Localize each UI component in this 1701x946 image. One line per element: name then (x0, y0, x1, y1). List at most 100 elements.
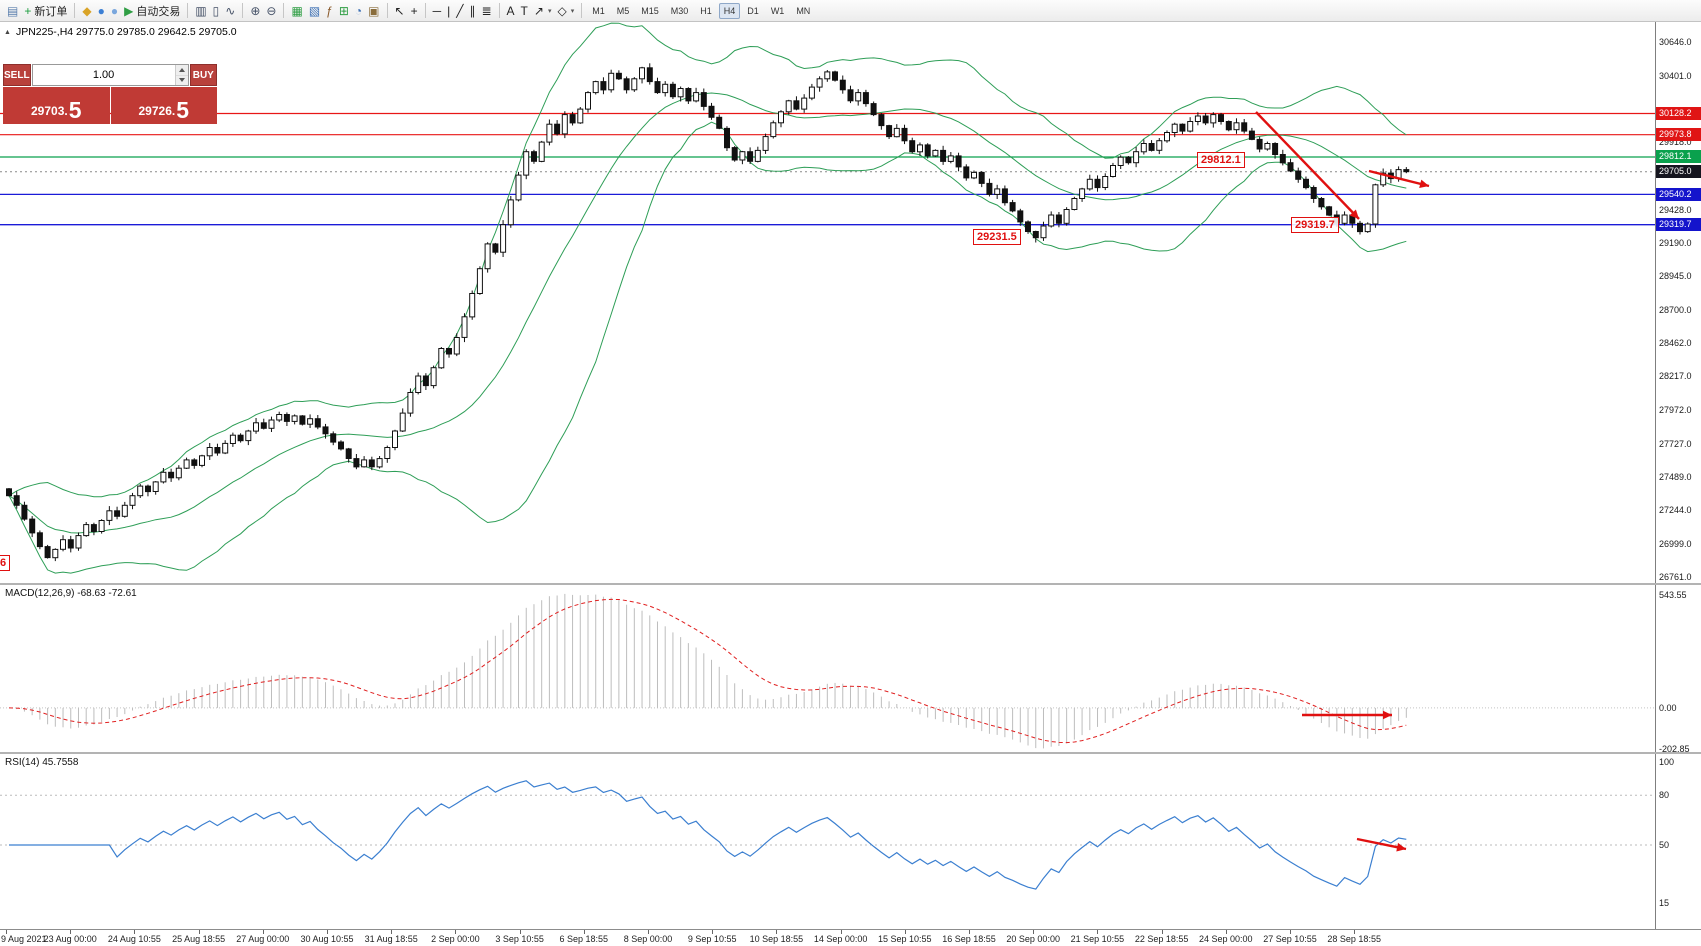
price-axis-label: 28945.0 (1659, 271, 1692, 282)
new-order-button[interactable]: + 新订单 (21, 1, 70, 20)
buy-button[interactable]: BUY (189, 64, 217, 86)
time-axis-label: 27 Sep 10:55 (1263, 934, 1317, 944)
autotrade-button[interactable]: ▶ 自动交易 (121, 1, 183, 20)
price-axis-label: 28700.0 (1659, 304, 1692, 315)
time-axis-tick (584, 930, 585, 934)
time-axis-tick (1033, 930, 1034, 934)
time-axis[interactable]: 9 Aug 2021 23 Aug 00:00 24 Aug 10:55 25 Aug… (0, 929, 1701, 946)
dropdown-arrow-icon: ▾ (570, 7, 575, 15)
annotation-price-label: 29812.1 (1197, 152, 1245, 168)
volume-up-button[interactable] (175, 65, 188, 76)
oct-toggle-icon[interactable]: ▲ (4, 28, 11, 36)
arrange-windows-icon-glyph: ▧ (308, 3, 321, 18)
rsi-panel[interactable]: RSI(14) 45.7558 100 80 50 15 (0, 752, 1701, 929)
volume-down-button[interactable] (175, 75, 188, 85)
price-axis-label: 27489.0 (1659, 471, 1692, 482)
rsi-axis[interactable] (1655, 754, 1701, 929)
chart-window-icon[interactable]: ▤ (4, 1, 21, 20)
market-icon[interactable]: ● (108, 1, 121, 20)
sell-button[interactable]: SELL (3, 64, 31, 86)
cursor-icon[interactable]: ↖ (392, 1, 408, 20)
timeframe-button-m5[interactable]: M5 (616, 5, 630, 16)
text-icon[interactable]: A (504, 1, 518, 20)
trendline-icon[interactable]: ╱ (453, 1, 466, 20)
shapes-icon-glyph: ◇ (557, 3, 567, 18)
time-axis-label: 24 Sep 00:00 (1199, 934, 1253, 944)
bars-chart-icon[interactable]: ▥ (192, 1, 209, 20)
zoom-out-icon[interactable]: ⊖ (263, 1, 279, 20)
timeframe-button-mn[interactable]: MN (796, 5, 811, 16)
macd-axis-label: 543.55 (1659, 590, 1687, 600)
text-label-icon[interactable]: T (518, 1, 531, 20)
time-axis-label: 2 Sep 00:00 (431, 934, 480, 944)
volume-spinner (174, 65, 188, 85)
price-chart-panel[interactable]: ▲ JPN225-,H4 29775.0 29785.0 29642.5 297… (0, 22, 1701, 583)
channel-icon[interactable]: ∥ (466, 1, 478, 20)
sell-price[interactable]: 29703. 5 (3, 87, 110, 124)
timeframe-button-h4[interactable]: H4 (718, 2, 741, 19)
candlestick-chart-icon[interactable]: ▯ (210, 1, 223, 20)
new-chart-icon[interactable]: ⊞ (336, 1, 352, 20)
timeframe-button-m15[interactable]: M15 (641, 5, 659, 16)
time-axis-label: 6 Sep 18:55 (559, 934, 609, 944)
time-axis-tick (841, 930, 842, 934)
rsi-plot[interactable] (0, 754, 1655, 929)
autotrade-glyph: ▶ (124, 3, 134, 18)
metaquotes-icon[interactable]: ◆ (79, 1, 94, 20)
toolbar-separator (386, 3, 388, 18)
time-axis-tick (776, 930, 777, 934)
time-axis-label: 27 Aug 00:00 (236, 934, 290, 944)
rsi-axis-label: 80 (1659, 790, 1670, 801)
timeframe-button-m1[interactable]: M1 (592, 5, 605, 16)
community-icon[interactable]: ● (95, 1, 108, 20)
arrange-windows-icon[interactable]: ▧ (306, 1, 323, 20)
timeframe-button-h1[interactable]: H1 (700, 5, 712, 16)
zoom-in-icon-glyph: ⊕ (250, 3, 261, 18)
fibonacci-icon[interactable]: ≣ (478, 1, 494, 20)
time-axis-tick (905, 930, 906, 934)
tile-windows-icon[interactable]: ▦ (288, 1, 305, 20)
time-axis-tick (648, 930, 649, 934)
timeframe-button-d1[interactable]: D1 (747, 5, 759, 16)
crosshair-icon[interactable]: + (408, 1, 421, 20)
shapes-icon[interactable]: ◇ ▾ (554, 1, 577, 20)
price-axis-label: 28462.0 (1659, 337, 1692, 348)
indicators-icon[interactable]: ƒ (323, 1, 336, 20)
time-axis-tick (134, 930, 135, 934)
time-axis-label: 22 Sep 18:55 (1134, 934, 1189, 944)
zoom-in-icon[interactable]: ⊕ (247, 1, 263, 20)
channel-icon-glyph: ∥ (469, 3, 476, 18)
time-axis-tick (70, 930, 71, 934)
line-chart-icon[interactable]: ∿ (222, 1, 238, 20)
macd-axis[interactable] (1655, 585, 1701, 752)
hor-line-icon[interactable]: ─ (430, 1, 445, 20)
periods-icon[interactable]: ◔ (352, 1, 365, 20)
time-axis-label: 20 Sep 00:00 (1006, 934, 1060, 944)
time-axis-label: 21 Sep 10:55 (1070, 934, 1125, 944)
price-axis-label: 30646.0 (1659, 37, 1692, 48)
annotation-price-label: 29319.7 (1291, 217, 1339, 233)
volume-input[interactable] (32, 65, 175, 85)
community-icon-glyph: ● (97, 3, 105, 18)
time-axis-label: 24 Aug 10:55 (107, 934, 161, 944)
rsi-axis-label: 15 (1659, 898, 1670, 909)
annotation-partial-label: 6 (0, 555, 11, 571)
price-axis-label: 30401.0 (1659, 70, 1692, 81)
price-line-marker: 29540.2 (1656, 187, 1701, 201)
macd-panel[interactable]: MACD(12,26,9) -68.63 -72.61 543.55 0.00 -2… (0, 583, 1701, 752)
line-chart-icon-glyph: ∿ (225, 3, 236, 18)
macd-plot[interactable] (0, 585, 1655, 752)
macd-axis-label: 0.00 (1659, 702, 1677, 713)
macd-label: MACD(12,26,9) -68.63 -72.61 (5, 588, 137, 599)
periods-icon-glyph: ◔ (354, 3, 363, 18)
timeframe-button-w1[interactable]: W1 (770, 5, 785, 16)
time-axis-label: 25 Aug 18:55 (172, 934, 226, 944)
timeframe-button-m30[interactable]: M30 (670, 5, 689, 16)
ver-line-icon[interactable]: | (444, 1, 453, 20)
time-axis-tick (1097, 930, 1098, 934)
arrow-tool-icon[interactable]: ↗ ▾ (531, 1, 555, 20)
templates-icon[interactable]: ▣ (365, 1, 382, 20)
time-axis-tick (1226, 930, 1227, 934)
price-plot[interactable] (0, 22, 1655, 581)
buy-price[interactable]: 29726. 5 (110, 87, 217, 124)
